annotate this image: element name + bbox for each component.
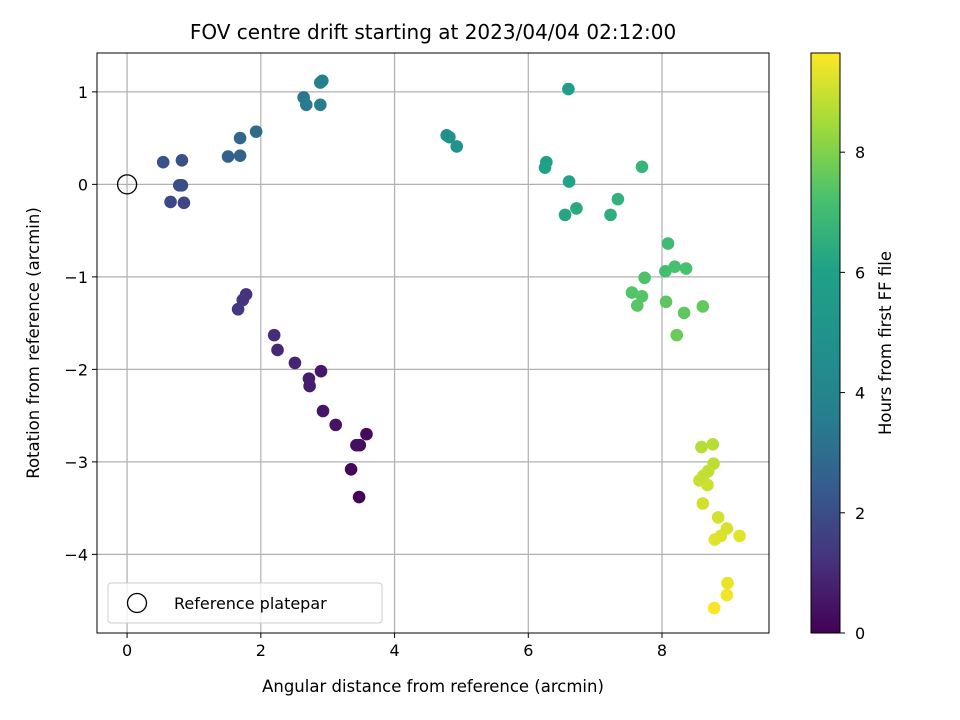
colorbar-ticks: 0 2 4 6 8: [840, 143, 865, 643]
data-point: [721, 576, 734, 590]
data-point: [708, 533, 722, 546]
data-point: [267, 328, 281, 342]
data-point: [314, 98, 327, 112]
colorbar-tick-label: 0: [855, 624, 865, 643]
data-point: [233, 149, 247, 162]
data-point: [635, 160, 649, 174]
data-point: [271, 343, 284, 357]
legend-reference-label: Reference platepar: [174, 594, 327, 613]
y-tick-label: −3: [64, 453, 88, 472]
data-point: [249, 125, 263, 138]
axis-ticks: 0 2 4 6 8 −4 −3 −2 −1 0 1: [64, 83, 667, 660]
data-point: [570, 202, 583, 215]
data-point: [164, 195, 177, 209]
data-point: [156, 155, 170, 169]
y-tick-label: −1: [64, 268, 88, 287]
data-point: [350, 438, 363, 452]
y-tick-label: −4: [64, 545, 88, 564]
legend-reference-marker: [126, 592, 148, 614]
data-point: [562, 82, 575, 96]
data-point: [231, 302, 245, 316]
data-point: [670, 328, 684, 342]
plot-area: 0 2 4 6 8 −4 −3 −2 −1 0 1: [64, 52, 770, 660]
reference-marker: [116, 174, 138, 195]
data-point: [175, 154, 189, 167]
data-point: [677, 306, 691, 320]
colorbar-gradient: [811, 53, 840, 633]
data-point: [329, 418, 343, 432]
reference-platepar-point: [116, 174, 138, 195]
data-point: [711, 511, 725, 524]
colorbar: 0 2 4 6 8 Hours from first FF file: [810, 52, 895, 643]
data-point: [177, 196, 191, 210]
data-point: [316, 74, 329, 88]
legend: Reference platepar: [107, 582, 383, 624]
data-point: [707, 601, 721, 615]
data-point: [733, 529, 746, 543]
data-point: [221, 150, 235, 163]
data-point: [625, 286, 639, 299]
data-point: [630, 299, 644, 312]
data-point: [720, 588, 734, 602]
grid: [97, 53, 769, 633]
data-point: [314, 364, 328, 378]
data-point: [562, 175, 576, 188]
y-tick-label: −2: [64, 360, 88, 379]
x-tick-label: 2: [256, 641, 266, 660]
data-point: [360, 427, 373, 441]
data-point: [538, 161, 552, 175]
x-axis-label: Angular distance from reference (arcmin): [262, 677, 604, 696]
data-point: [288, 356, 302, 370]
y-tick-label: 0: [78, 175, 88, 194]
x-tick-label: 0: [122, 641, 132, 660]
x-tick-label: 6: [523, 641, 533, 660]
data-point: [659, 265, 672, 278]
y-axis-label: Rotation from reference (arcmin): [24, 207, 43, 479]
plot-background: [97, 53, 769, 633]
data-point: [638, 271, 651, 285]
x-tick-label: 4: [389, 641, 399, 660]
data-point: [450, 140, 464, 153]
data-point: [352, 490, 366, 504]
data-point: [443, 130, 456, 144]
data-point: [604, 208, 617, 222]
colorbar-tick-label: 8: [855, 143, 865, 162]
plot-frame: [96, 52, 770, 634]
data-point: [701, 478, 714, 492]
x-tick-label: 8: [657, 641, 667, 660]
data-point: [695, 440, 708, 454]
y-tick-label: 1: [78, 83, 88, 102]
data-point: [696, 497, 710, 510]
data-point: [611, 192, 625, 206]
data-point: [299, 98, 313, 112]
data-point: [659, 295, 673, 309]
colorbar-label: Hours from first FF file: [876, 251, 895, 435]
data-point: [668, 260, 682, 273]
data-point: [661, 237, 675, 250]
data-point: [344, 462, 358, 476]
data-point: [679, 262, 693, 275]
data-point: [233, 131, 247, 145]
colorbar-frame: [810, 52, 841, 634]
data-point: [558, 208, 572, 222]
data-point: [302, 372, 316, 385]
scatter-points: [156, 74, 746, 615]
colorbar-tick-label: 4: [855, 384, 865, 403]
chart-title: FOV centre drift starting at 2023/04/04 …: [190, 20, 676, 44]
data-point: [316, 404, 330, 418]
colorbar-tick-label: 6: [855, 263, 865, 282]
data-point: [696, 300, 710, 313]
legend-box: [107, 582, 383, 624]
data-point: [706, 437, 720, 451]
colorbar-tick-label: 2: [855, 504, 865, 523]
data-point: [172, 178, 186, 192]
